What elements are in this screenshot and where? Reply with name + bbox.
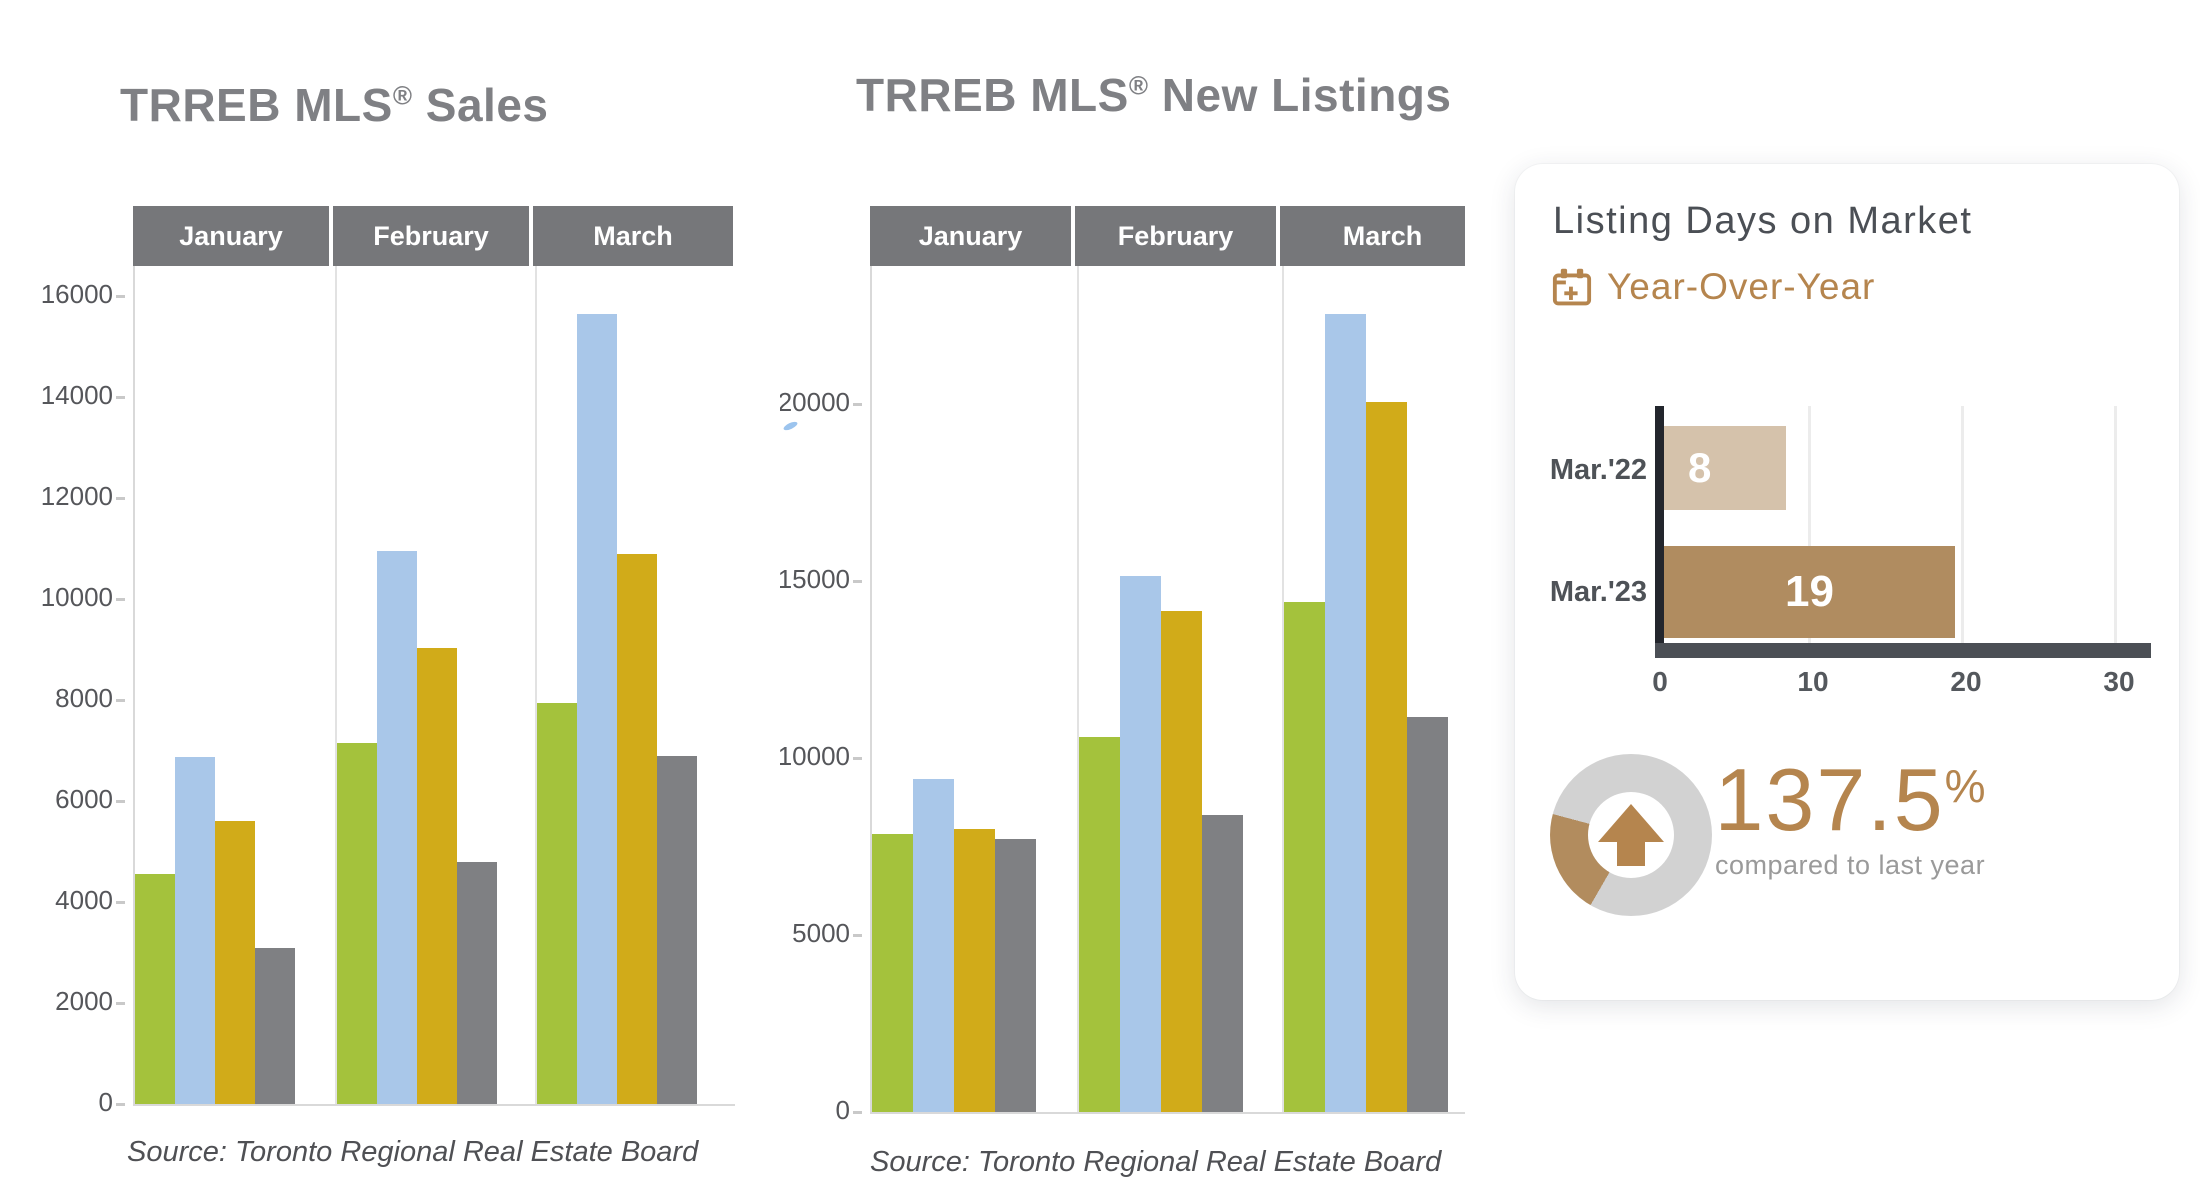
donut-gauge: [1550, 754, 1712, 916]
bar-blue-january: [175, 757, 215, 1104]
column-header-february: February: [333, 206, 533, 266]
y-tick-8000: 8000: [55, 683, 125, 714]
bar-green-february: [337, 743, 377, 1104]
bar-green-february: [1079, 737, 1120, 1112]
registered-mark: ®: [392, 80, 413, 111]
y-tick-2000: 2000: [55, 986, 125, 1017]
x-tick-30: 30: [2103, 666, 2135, 697]
bar-gold-february: [417, 648, 457, 1104]
bar-mar22: 8: [1664, 426, 1786, 510]
year-over-year-row: Year-Over-Year: [1551, 266, 1875, 308]
y-tick-0: 0: [835, 1095, 863, 1125]
bar-gray-march: [657, 756, 697, 1104]
bar-group-march: [1282, 266, 1465, 1112]
kpi-unit: %: [1944, 760, 1986, 812]
bar-green-march: [537, 703, 577, 1104]
bar-green-march: [1284, 602, 1325, 1112]
bar-gold-march: [617, 554, 657, 1104]
gridline-30: [2114, 406, 2117, 643]
sales-source-note: Source: Toronto Regional Real Estate Boa…: [127, 1136, 699, 1168]
sales-plot-area: [133, 266, 735, 1106]
bar-blue-february: [1120, 576, 1161, 1112]
kpi-caption: compared to last year: [1714, 850, 1986, 880]
listing-days-card: Listing Days on Market Year-Over-Year Ma…: [1515, 164, 2179, 1000]
card-title: Listing Days on Market: [1553, 200, 1973, 242]
y-tick-20000: 20000: [780, 387, 863, 418]
y-tick-6000: 6000: [55, 784, 125, 815]
column-header-january: January: [870, 206, 1075, 266]
listings-month-header-row: January February March: [870, 206, 1465, 266]
y-tick-4000: 4000: [55, 885, 125, 916]
bar-gold-february: [1161, 611, 1202, 1112]
y-tick-0: 0: [98, 1087, 126, 1117]
gridline-20: [1961, 406, 1964, 643]
registered-mark: ®: [1128, 70, 1149, 101]
bar-value-mar23: 19: [1785, 567, 1834, 616]
category-label-mar22: Mar.'22: [1549, 454, 1647, 486]
bar-group-january: [872, 266, 1077, 1112]
bar-mar23: 19: [1664, 546, 1955, 638]
bar-blue-march: [1325, 314, 1366, 1112]
arrow-up-icon: [1598, 804, 1664, 866]
listings-source-note: Source: Toronto Regional Real Estate Boa…: [870, 1146, 1442, 1178]
y-tick-16000: 16000: [40, 279, 126, 310]
column-header-march: March: [533, 206, 733, 266]
calendar-plus-icon: [1552, 268, 1592, 306]
column-header-february: February: [1075, 206, 1280, 266]
listings-chart: 0 5000 10000 15000 20000 January February Marc…: [780, 206, 1465, 1190]
gridline-10: [1808, 406, 1811, 643]
y-tick-10000: 10000: [780, 741, 863, 772]
bar-green-january: [872, 834, 913, 1112]
sales-chart: 0 2000 4000 6000 8000 10000 12000 14000 16000 Ja…: [40, 206, 735, 1190]
bar-group-february: [1077, 266, 1282, 1112]
y-tick-10000: 10000: [40, 582, 126, 613]
sales-chart-title: TRREB MLS® Sales: [120, 79, 549, 132]
x-tick-20: 20: [1950, 666, 1982, 697]
bar-value-mar22: 8: [1688, 444, 1712, 491]
donut-hole: [1588, 792, 1674, 878]
y-tick-15000: 15000: [780, 564, 863, 595]
bar-group-march: [535, 266, 735, 1104]
listings-y-axis: 0 5000 10000 15000 20000: [780, 266, 863, 1125]
y-axis-line: [1655, 406, 1664, 658]
card-subtitle: Year-Over-Year: [1607, 266, 1876, 307]
sales-y-axis: 0 2000 4000 6000 8000 10000 12000 14000 16000: [40, 266, 126, 1117]
kpi-value: 137.5%: [1714, 750, 1986, 849]
sales-plot: January February March: [133, 206, 735, 1106]
bar-gold-january: [215, 821, 255, 1104]
column-header-january: January: [133, 206, 333, 266]
y-tick-5000: 5000: [792, 918, 862, 949]
bar-gray-january: [255, 948, 295, 1104]
x-tick-0: 0: [1652, 666, 1668, 697]
bar-gold-january: [954, 829, 995, 1112]
bar-green-january: [135, 874, 175, 1104]
x-tick-10: 10: [1797, 666, 1829, 697]
bar-blue-march: [577, 314, 617, 1104]
bar-blue-january: [913, 779, 954, 1112]
y-tick-14000: 14000: [40, 380, 126, 411]
listings-chart-title: TRREB MLS® New Listings: [856, 69, 1452, 122]
bar-gold-march: [1366, 402, 1407, 1112]
category-label-mar23: Mar.'23: [1549, 576, 1647, 608]
listings-plot-area: [870, 266, 1465, 1114]
bar-gray-february: [1202, 815, 1243, 1112]
bar-gray-march: [1407, 717, 1448, 1112]
listings-plot: January February March: [870, 206, 1465, 1114]
bar-gray-january: [995, 839, 1036, 1112]
bar-gray-february: [457, 862, 497, 1104]
bar-group-february: [335, 266, 535, 1104]
bar-group-january: [135, 266, 335, 1104]
bar-blue-february: [377, 551, 417, 1104]
column-header-march: March: [1280, 206, 1465, 266]
sales-month-header-row: January February March: [133, 206, 735, 266]
y-tick-12000: 12000: [40, 481, 126, 512]
kpi-block: 137.5% compared to last year: [1700, 756, 2000, 881]
x-axis-line: [1655, 643, 2151, 658]
